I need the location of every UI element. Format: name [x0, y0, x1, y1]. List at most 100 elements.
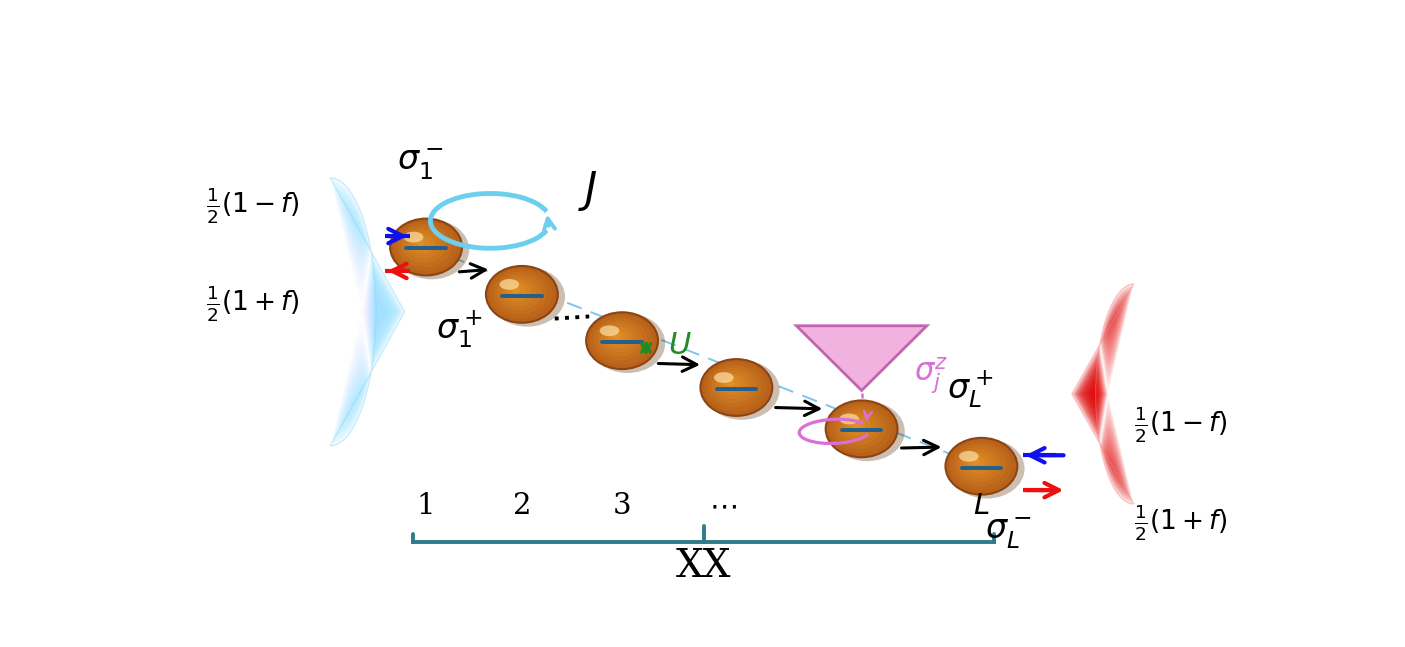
Text: 2: 2 — [513, 492, 531, 520]
Ellipse shape — [489, 269, 552, 318]
Ellipse shape — [708, 365, 762, 408]
Polygon shape — [1096, 358, 1117, 430]
Ellipse shape — [597, 321, 642, 356]
Polygon shape — [344, 241, 384, 382]
Ellipse shape — [402, 227, 447, 263]
Polygon shape — [1078, 300, 1130, 487]
Text: $\sigma_1^-$: $\sigma_1^-$ — [398, 147, 444, 182]
Text: $U$: $U$ — [667, 331, 691, 360]
Polygon shape — [350, 261, 378, 362]
Polygon shape — [337, 208, 395, 415]
Text: $\sigma_L^-$: $\sigma_L^-$ — [985, 516, 1031, 551]
Polygon shape — [336, 201, 398, 422]
Ellipse shape — [590, 313, 665, 373]
Polygon shape — [1072, 284, 1134, 504]
Ellipse shape — [403, 232, 423, 243]
Polygon shape — [355, 285, 370, 338]
Polygon shape — [334, 198, 398, 426]
Ellipse shape — [509, 283, 525, 298]
Ellipse shape — [500, 278, 537, 306]
Polygon shape — [1103, 377, 1111, 410]
Polygon shape — [332, 184, 403, 439]
Ellipse shape — [960, 451, 979, 462]
Text: 3: 3 — [613, 492, 631, 520]
Polygon shape — [1075, 292, 1132, 496]
Polygon shape — [1073, 289, 1132, 498]
Polygon shape — [336, 204, 396, 419]
Ellipse shape — [593, 318, 648, 361]
Polygon shape — [1092, 344, 1120, 443]
Polygon shape — [1078, 303, 1130, 485]
Ellipse shape — [851, 421, 860, 428]
Ellipse shape — [393, 221, 457, 271]
Polygon shape — [1086, 328, 1124, 460]
Polygon shape — [1072, 287, 1134, 501]
Ellipse shape — [964, 452, 991, 474]
Polygon shape — [355, 289, 368, 335]
Text: $L$: $L$ — [974, 492, 989, 520]
Ellipse shape — [726, 380, 735, 387]
Polygon shape — [1094, 353, 1118, 435]
Ellipse shape — [829, 403, 892, 453]
Polygon shape — [333, 188, 402, 435]
Ellipse shape — [511, 287, 521, 294]
Polygon shape — [358, 298, 365, 325]
Ellipse shape — [701, 359, 773, 416]
Polygon shape — [1080, 311, 1127, 476]
Polygon shape — [1102, 372, 1113, 416]
Polygon shape — [360, 305, 364, 318]
Polygon shape — [1080, 309, 1128, 479]
Polygon shape — [1104, 383, 1111, 405]
Text: $\sigma_L^+$: $\sigma_L^+$ — [947, 369, 993, 411]
Ellipse shape — [489, 267, 565, 327]
Polygon shape — [353, 275, 374, 349]
Polygon shape — [1096, 355, 1117, 432]
Ellipse shape — [826, 400, 898, 457]
Ellipse shape — [608, 330, 627, 344]
Polygon shape — [340, 218, 392, 406]
Ellipse shape — [416, 239, 424, 246]
Ellipse shape — [586, 313, 658, 369]
Polygon shape — [1090, 342, 1120, 446]
Ellipse shape — [499, 279, 520, 290]
Ellipse shape — [704, 362, 767, 411]
Ellipse shape — [604, 327, 631, 348]
Ellipse shape — [714, 372, 733, 383]
Text: $\cdots$: $\cdots$ — [710, 492, 736, 520]
Polygon shape — [1097, 361, 1116, 427]
Ellipse shape — [953, 444, 1007, 487]
Polygon shape — [351, 272, 374, 352]
Ellipse shape — [971, 458, 981, 465]
Ellipse shape — [950, 439, 1024, 499]
Polygon shape — [1075, 295, 1131, 493]
Polygon shape — [330, 178, 405, 446]
Ellipse shape — [960, 450, 996, 478]
Polygon shape — [1085, 322, 1125, 465]
Polygon shape — [347, 252, 381, 372]
Ellipse shape — [968, 455, 985, 470]
Polygon shape — [348, 255, 379, 369]
Polygon shape — [347, 248, 382, 375]
Polygon shape — [1103, 380, 1111, 408]
Polygon shape — [1106, 388, 1110, 399]
Polygon shape — [1089, 336, 1121, 452]
Ellipse shape — [844, 415, 871, 436]
Polygon shape — [1087, 333, 1123, 454]
Text: 1: 1 — [417, 492, 436, 520]
Polygon shape — [1100, 369, 1114, 419]
Polygon shape — [797, 325, 927, 391]
Ellipse shape — [719, 374, 746, 395]
Ellipse shape — [504, 281, 531, 302]
Ellipse shape — [847, 418, 865, 432]
Polygon shape — [340, 221, 391, 402]
Polygon shape — [346, 245, 384, 378]
Polygon shape — [1082, 314, 1127, 474]
Ellipse shape — [409, 233, 436, 254]
Polygon shape — [354, 281, 371, 342]
Polygon shape — [1107, 391, 1109, 397]
Ellipse shape — [398, 225, 451, 267]
Ellipse shape — [497, 275, 542, 310]
Ellipse shape — [946, 438, 1017, 494]
Ellipse shape — [833, 406, 887, 449]
Polygon shape — [343, 232, 388, 392]
